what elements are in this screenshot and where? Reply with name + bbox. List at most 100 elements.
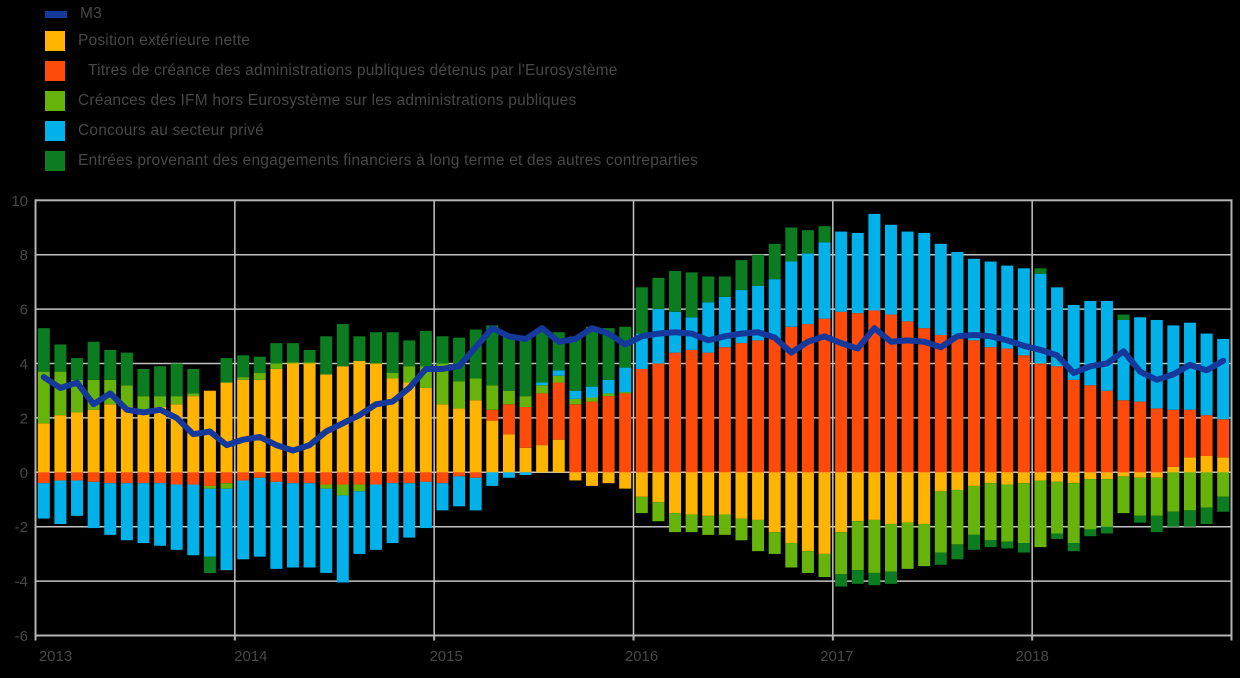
bar-segment-series2 xyxy=(635,496,648,514)
bar-segment-series1 xyxy=(170,472,183,485)
bar-segment-series4 xyxy=(486,325,499,386)
bar-segment-series2 xyxy=(154,396,167,408)
bar-segment-series4 xyxy=(1217,496,1230,512)
bar-segment-series4 xyxy=(286,343,299,363)
bar-segment-series3 xyxy=(901,231,914,322)
bar-segment-series0 xyxy=(1100,472,1113,480)
bar-segment-series4 xyxy=(403,340,416,367)
bar-segment-series2 xyxy=(37,371,50,424)
bar-segment-series3 xyxy=(187,484,200,556)
bar-segment-series2 xyxy=(203,485,216,489)
bar-segment-series3 xyxy=(1084,300,1097,386)
bar-segment-series4 xyxy=(1084,529,1097,537)
bar-segment-series4 xyxy=(1001,541,1014,549)
y-axis-label: 6 xyxy=(20,302,28,319)
bar-segment-series3 xyxy=(1017,268,1030,356)
bar-segment-series0 xyxy=(752,472,765,520)
bar-segment-series3 xyxy=(453,476,466,507)
cyan-swatch xyxy=(45,121,65,141)
legend-item-titres-eurosysteme: Titres de créance des administrations pu… xyxy=(45,60,698,82)
bar-segment-series4 xyxy=(1117,314,1130,320)
bar-segment-series0 xyxy=(1067,472,1080,484)
bar-segment-series3 xyxy=(968,258,981,341)
y-axis-label: 10 xyxy=(11,193,28,210)
bar-segment-series0 xyxy=(652,472,665,503)
bar-segment-series4 xyxy=(54,344,67,372)
bar-segment-series2 xyxy=(453,381,466,409)
bar-segment-series0 xyxy=(1150,472,1163,478)
bar-segment-series3 xyxy=(1100,300,1113,391)
bar-segment-series2 xyxy=(768,532,781,554)
bar-segment-series2 xyxy=(403,366,416,383)
lightgreen-swatch xyxy=(45,91,65,111)
bar-segment-series4 xyxy=(835,574,848,587)
bar-segment-series4 xyxy=(1100,526,1113,534)
bar-segment-series1 xyxy=(536,393,549,446)
bar-segment-series1 xyxy=(669,352,682,473)
bar-segment-series1 xyxy=(918,328,931,473)
y-axis-label: 8 xyxy=(20,247,28,264)
bar-segment-series0 xyxy=(403,382,416,473)
bar-segment-series2 xyxy=(253,373,266,380)
bar-segment-series4 xyxy=(569,336,582,391)
bar-segment-series0 xyxy=(1217,457,1230,473)
bar-segment-series2 xyxy=(652,502,665,522)
bar-segment-series3 xyxy=(984,261,997,348)
bar-segment-series2 xyxy=(569,398,582,405)
bar-segment-series3 xyxy=(320,488,333,573)
y-axis-label: 4 xyxy=(20,356,28,373)
bar-segment-series2 xyxy=(984,483,997,541)
bar-segment-series1 xyxy=(685,349,698,473)
bar-segment-series3 xyxy=(934,243,947,335)
bar-segment-series0 xyxy=(502,434,515,473)
bar-segment-series2 xyxy=(237,377,250,380)
x-axis-label: 2014 xyxy=(234,648,267,665)
bar-segment-series1 xyxy=(137,472,150,484)
bar-segment-series1 xyxy=(220,472,233,484)
legend-item-creances-ifm: Créances des IFM hors Eurosystème sur le… xyxy=(45,90,698,112)
bar-segment-series0 xyxy=(968,472,981,486)
bar-segment-series0 xyxy=(851,472,864,522)
bar-segment-series2 xyxy=(934,491,947,553)
bar-segment-series4 xyxy=(353,336,366,361)
bar-segment-series2 xyxy=(320,484,333,489)
bar-segment-series1 xyxy=(552,382,565,440)
bar-segment-series0 xyxy=(253,379,266,473)
bar-segment-series1 xyxy=(154,472,167,484)
bar-segment-series3 xyxy=(818,242,831,319)
bar-segment-series1 xyxy=(104,472,117,484)
bar-segment-series0 xyxy=(286,363,299,473)
bar-segment-series4 xyxy=(419,330,432,367)
bar-segment-series1 xyxy=(353,472,366,485)
bar-segment-series3 xyxy=(270,481,283,569)
bar-segment-series3 xyxy=(203,488,216,557)
bar-segment-series1 xyxy=(1034,363,1047,473)
bar-segment-series4 xyxy=(187,368,200,394)
bar-segment-series1 xyxy=(37,472,50,484)
bar-segment-series0 xyxy=(835,472,848,533)
bar-segment-series2 xyxy=(868,519,881,573)
bar-segment-series0 xyxy=(735,472,748,519)
bar-segment-series4 xyxy=(370,332,383,364)
bar-segment-series3 xyxy=(353,491,366,554)
bar-segment-series2 xyxy=(120,385,133,408)
bar-segment-series0 xyxy=(619,472,632,489)
bar-segment-series4 xyxy=(87,341,100,380)
bar-segment-series1 xyxy=(1067,379,1080,473)
bar-segment-series0 xyxy=(635,472,648,497)
bar-segment-series4 xyxy=(652,277,665,310)
bar-segment-series2 xyxy=(552,375,565,383)
x-axis-label: 2013 xyxy=(39,648,72,665)
bar-segment-series3 xyxy=(1117,319,1130,401)
bar-segment-series4 xyxy=(536,330,549,383)
bar-segment-series3 xyxy=(835,231,848,312)
bar-segment-series3 xyxy=(785,261,798,327)
bar-segment-series0 xyxy=(785,472,798,544)
bar-segment-series3 xyxy=(137,483,150,544)
bar-segment-series0 xyxy=(370,363,383,473)
bar-segment-series3 xyxy=(1034,273,1047,364)
bar-segment-series1 xyxy=(951,336,964,473)
bar-segment-series0 xyxy=(220,382,233,473)
bar-segment-series0 xyxy=(768,472,781,533)
